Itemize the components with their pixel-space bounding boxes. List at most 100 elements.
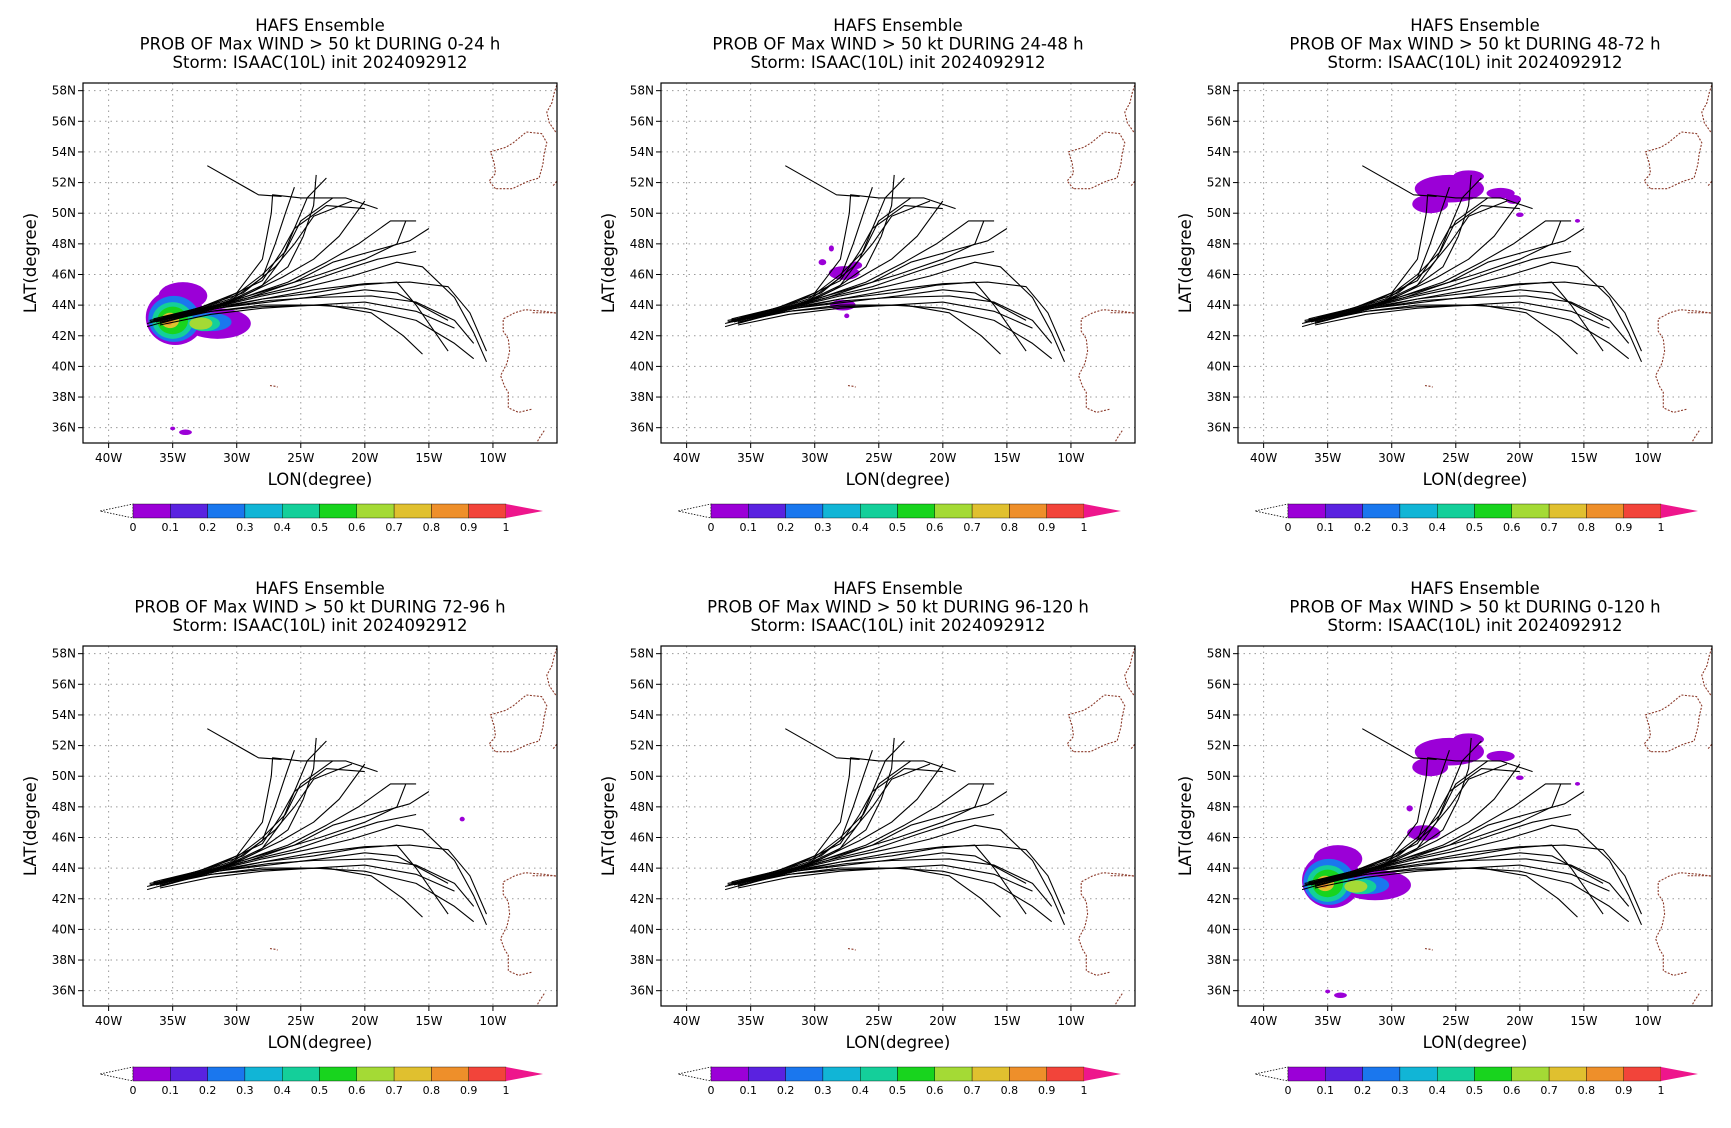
colorbar: 0 0.1 0.2 0.3 0.4 0.5 0.6 0.7 0.8 0.9 1 (1254, 1066, 1698, 1097)
ensemble-track (737, 844, 1066, 915)
colorbar-label: 0.8 (423, 521, 441, 534)
colorbar-label: 0.9 (1038, 521, 1056, 534)
x-tick-label: 20W (351, 1014, 378, 1028)
ensemble-track (159, 867, 475, 923)
colorbar-label: 0.7 (963, 1084, 981, 1097)
colorbar-label: 0 (708, 1084, 715, 1097)
y-axis-label: LAT(degree) (21, 213, 40, 313)
plot-frame (82, 645, 558, 1007)
plot-frame (660, 82, 1136, 444)
colorbar-segment (1362, 503, 1401, 519)
x-tick-label: 10W (1634, 451, 1661, 465)
ensemble-track (737, 304, 1053, 360)
ensemble-track (159, 864, 455, 892)
y-tick-label: 54N (630, 708, 654, 722)
x-tick-label: 15W (993, 451, 1020, 465)
colorbar-label: 0.5 (889, 1084, 907, 1097)
probability-swath (1515, 212, 1524, 218)
colorbar-label: 0.7 (385, 1084, 403, 1097)
x-axis-label: LON(degree) (1423, 1033, 1528, 1052)
coastline (500, 802, 557, 976)
x-tick-label: 25W (1442, 451, 1469, 465)
panel-title: HAFS Ensemble (1410, 16, 1540, 35)
panel-storm-line: Storm: ISAAC(10L) init 2024092912 (1328, 53, 1623, 72)
colorbar-label: 1 (1658, 1084, 1665, 1097)
colorbar-label: 0.3 (236, 521, 254, 534)
x-tick-label: 10W (479, 1014, 506, 1028)
ensemble-track (207, 728, 282, 760)
colorbar-label: 0.6 (348, 521, 366, 534)
y-tick-label: 44N (1207, 861, 1231, 875)
colorbar-label: 0.2 (777, 521, 795, 534)
x-tick-label: 30W (801, 451, 828, 465)
colorbar-label: 0.9 (1615, 521, 1633, 534)
colorbar: 0 0.1 0.2 0.3 0.4 0.5 0.6 0.7 0.8 0.9 1 (99, 503, 543, 534)
y-tick-label: 50N (1207, 206, 1231, 220)
colorbar-label: 0.1 (1317, 1084, 1335, 1097)
ensemble-track (153, 757, 378, 884)
y-tick-label: 56N (52, 114, 76, 128)
x-tick-label: 25W (865, 1014, 892, 1028)
coastline (847, 948, 856, 951)
ensemble-track (162, 295, 475, 344)
ensemble-track (740, 220, 985, 318)
x-tick-label: 10W (1057, 451, 1084, 465)
colorbar-segment (1548, 503, 1587, 519)
y-tick-label: 52N (630, 176, 654, 190)
x-axis-label: LON(degree) (268, 470, 373, 489)
colorbar-segment (822, 1066, 861, 1082)
colorbar-segment (207, 503, 246, 519)
ensemble-track (166, 205, 365, 318)
y-tick-label: 48N (1207, 800, 1231, 814)
y-tick-label: 46N (630, 267, 654, 281)
y-tick-label: 58N (52, 84, 76, 98)
x-tick-label: 35W (1314, 1014, 1341, 1028)
colorbar-label: 0.7 (1540, 521, 1558, 534)
x-axis-label: LON(degree) (846, 1033, 951, 1052)
colorbar-label: 0.4 (273, 1084, 291, 1097)
colorbar-segment (1548, 1066, 1587, 1082)
coastline (488, 694, 548, 753)
y-axis-label: LAT(degree) (1176, 776, 1195, 876)
y-tick-label: 40N (630, 359, 654, 373)
coastline (1130, 725, 1135, 749)
ensemble-track (737, 864, 1033, 892)
colorbar-label: 0.9 (460, 521, 478, 534)
x-tick-label: 40W (673, 451, 700, 465)
y-tick-label: 46N (52, 267, 76, 281)
ensemble-track (159, 844, 449, 915)
coastline (1655, 802, 1712, 976)
colorbar-label: 1 (1658, 521, 1665, 534)
y-tick-label: 46N (630, 830, 654, 844)
y-tick-label: 36N (52, 421, 76, 435)
ensemble-track (737, 281, 1066, 352)
colorbar-label: 0.8 (423, 1084, 441, 1097)
coastline (847, 385, 856, 388)
y-tick-label: 40N (630, 922, 654, 936)
probability-swath (1412, 757, 1449, 777)
y-tick-label: 42N (1207, 892, 1231, 906)
colorbar-label: 0.7 (385, 521, 403, 534)
colorbar-label: 0.5 (311, 1084, 329, 1097)
panel-storm-line: Storm: ISAAC(10L) init 2024092912 (751, 53, 1046, 72)
y-tick-label: 48N (630, 237, 654, 251)
ensemble-track (1314, 281, 1604, 352)
colorbar-label: 0 (130, 521, 137, 534)
probability-swath (818, 259, 827, 266)
x-tick-label: 35W (737, 451, 764, 465)
plot-area (83, 646, 557, 1006)
colorbar-label: 0 (130, 1084, 137, 1097)
ensemble-track (740, 858, 1053, 907)
y-tick-label: 52N (1207, 176, 1231, 190)
colorbar-segment (1436, 1066, 1475, 1082)
panel-subtitle: PROB OF Max WIND > 50 kt DURING 96-120 h (707, 598, 1089, 617)
panel-title: HAFS Ensemble (1410, 579, 1540, 598)
ensemble-track (1314, 261, 1643, 363)
coastline (1643, 131, 1703, 190)
y-tick-label: 42N (630, 892, 654, 906)
x-tick-label: 40W (1250, 1014, 1277, 1028)
x-tick-label: 35W (737, 1014, 764, 1028)
colorbar-label: 0.2 (199, 521, 217, 534)
x-tick-label: 20W (1506, 1014, 1533, 1028)
y-tick-label: 36N (1207, 421, 1231, 435)
